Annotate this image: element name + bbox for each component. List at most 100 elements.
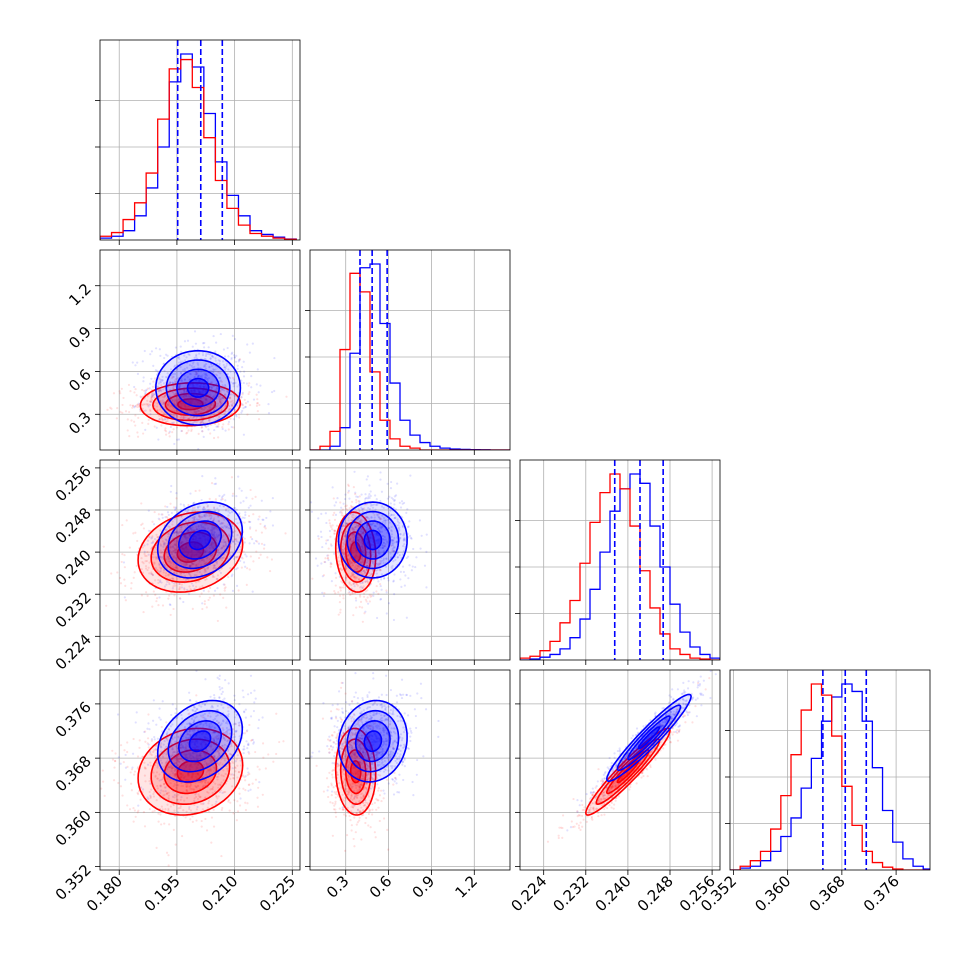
scatter-panel-0-2-blue-samples-point: [175, 492, 178, 495]
scatter-panel-1-2-red-samples-point: [351, 573, 355, 577]
scatter-panel-0-1-red-samples-point: [136, 405, 139, 409]
scatter-panel-0-1-blue-samples-point: [203, 346, 206, 349]
scatter-panel-0-2-red-samples-point: [220, 559, 223, 562]
scatter-panel-1-2-red-samples-point: [362, 532, 365, 535]
scatter-panel-0-1-blue-samples-point: [202, 365, 206, 368]
scatter-panel-0-2-blue-samples-point: [189, 528, 193, 531]
scatter-panel-0-2-blue-samples-point: [184, 578, 187, 582]
scatter-panel-0-1-red-samples-point: [203, 398, 207, 401]
scatter-panel-0-3-blue-samples-point: [228, 728, 231, 731]
scatter-panel-1-2-blue-samples-point: [398, 501, 401, 504]
scatter-panel-1-2-blue-samples-point: [420, 534, 423, 537]
scatter-panel-0-2-red-samples-point: [172, 546, 176, 550]
scatter-panel-0-1-red-samples-point: [161, 418, 164, 421]
scatter-panel-1-2-blue-samples-point: [328, 529, 331, 533]
scatter-panel-0-2-blue-samples-point: [172, 549, 175, 553]
scatter-panel-0-2-blue-samples-point: [254, 539, 258, 543]
scatter-panel-0-1-blue-samples-point: [242, 433, 245, 436]
scatter-panel-1-2-blue-samples-point: [352, 582, 355, 585]
scatter-panel-0-3-blue-samples-point: [218, 734, 221, 737]
scatter-panel-0-1-red-samples-point: [228, 407, 231, 411]
scatter-panel-0-2-blue-samples-point: [180, 586, 184, 589]
scatter-panel-0-2-red-samples-point: [254, 529, 258, 532]
scatter-panel-1-2-blue-samples-point: [372, 591, 375, 594]
scatter-panel-0-1-red-samples-point: [229, 400, 233, 403]
scatter-panel-1-2-blue-samples-point: [408, 564, 411, 567]
scatter-panel-0-2-red-samples-point: [179, 541, 182, 544]
scatter-panel-0-2-red-samples-point: [150, 572, 154, 576]
scatter-panel-0-3-blue-samples-point: [182, 745, 185, 749]
scatter-panel-0-3-blue-samples-point: [186, 722, 189, 725]
scatter-panel-1-2-red-contour-3: [349, 541, 362, 563]
scatter-panel-1-2-blue-samples-point: [370, 516, 373, 519]
scatter-panel-0-3-blue-samples-point: [204, 779, 208, 782]
scatter-panel-1-2-blue-samples-point: [392, 560, 395, 563]
scatter-panel-0-3-blue-samples-point: [226, 729, 229, 732]
scatter-panel-0-1-blue-samples-point: [220, 396, 223, 399]
scatter-panel-0-2-red-samples-point: [161, 551, 164, 554]
scatter-panel-0-3-blue-samples-point: [216, 714, 219, 717]
hist-panel-2-plot-area: [520, 460, 720, 660]
scatter-panel-0-1-red-samples-point: [147, 422, 150, 426]
scatter-panel-1-2-blue-samples-point: [383, 577, 386, 580]
scatter-panel-0-2-red-samples-point: [220, 540, 223, 543]
scatter-panel-1-2-red-samples-point: [331, 524, 334, 527]
scatter-panel-0-2-blue-samples-point: [217, 515, 220, 518]
scatter-panel-0-1-red-samples-point: [238, 358, 242, 361]
scatter-panel-0-2-red-samples-point: [171, 523, 174, 526]
scatter-panel-0-2-red-samples-point: [251, 497, 254, 500]
scatter-panel-0-3-blue-samples-point: [149, 782, 152, 785]
scatter-panel-0-1-blue-samples-point: [241, 403, 244, 406]
scatter-panel-0-1-blue-samples-point: [245, 382, 249, 385]
scatter-panel-0-1-red-samples-point: [205, 426, 208, 429]
scatter-panel-0-2-red-samples-point: [157, 513, 160, 516]
scatter-panel-0-2-red-samples-point: [256, 540, 259, 543]
scatter-panel-0-2-blue-samples-point: [123, 596, 126, 599]
scatter-panel-0-2-red-samples-point: [145, 559, 149, 563]
scatter-panel-0-1-blue-samples-point: [131, 361, 134, 364]
scatter-panel-0-1-red-samples-point: [189, 415, 192, 418]
scatter-panel-1-2-red-samples-point: [351, 528, 354, 531]
scatter-panel-0-3-blue-samples-point: [209, 761, 212, 764]
scatter-panel-0-2-red-samples-point: [169, 545, 172, 548]
scatter-panel-0-1-red-samples-point: [176, 410, 179, 413]
scatter-panel-0-2-red-samples-point: [194, 564, 197, 567]
scatter-panel-0-3-blue-samples-point: [184, 753, 187, 756]
scatter-panel-0-2-red-samples-point: [148, 561, 151, 564]
scatter-panel-0-2-blue-samples-point: [200, 563, 203, 567]
scatter-panel-0-1-blue-samples-point: [204, 398, 208, 401]
scatter-panel-0-2-red-samples-point: [260, 542, 264, 545]
scatter-panel-1-2-red-samples-point: [348, 538, 352, 541]
scatter-panel-0-2-red-samples-point: [197, 562, 200, 566]
scatter-panel-0-2-red-samples-point: [206, 505, 209, 508]
scatter-panel-0-3-blue-samples-point: [160, 742, 163, 745]
scatter-panel-0-2-red-samples-point: [223, 589, 226, 592]
scatter-panel-0-1-red-samples-point: [186, 431, 189, 434]
scatter-panel-0-2-red-samples-point: [198, 580, 201, 583]
scatter-panel-1-2-red-samples-point: [361, 531, 365, 535]
scatter-panel-1-2-red-samples-point: [333, 529, 336, 532]
scatter-panel-0-2-blue-samples-point: [269, 510, 272, 513]
scatter-panel-0-1-red-samples-point: [232, 426, 235, 429]
scatter-panel-0-1-blue-samples-point: [267, 403, 270, 406]
scatter-panel-0-2-blue-samples-point: [199, 523, 203, 527]
scatter-panel-0-1-blue-samples-point: [178, 357, 181, 361]
scatter-panel-1-2-blue-samples: [310, 470, 428, 622]
scatter-panel-1-2-red-samples-point: [351, 561, 354, 564]
scatter-panel-0-2-red-samples-point: [174, 551, 178, 554]
scatter-panel-0-1-blue-samples-point: [223, 355, 227, 358]
scatter-panel-1-2-red-samples-point: [351, 592, 354, 595]
scatter-panel-0-1-blue-samples-point: [177, 397, 180, 401]
scatter-panel-0-2-red-samples-point: [202, 560, 206, 563]
scatter-panel-1-2-blue-samples-point: [370, 516, 373, 519]
scatter-panel-1-2-blue-samples-point: [391, 547, 394, 551]
scatter-panel-1-2-red-samples-point: [333, 532, 336, 535]
scatter-panel-0-1-blue-fill-3: [187, 378, 209, 398]
scatter-panel-0-1-blue-samples-point: [179, 350, 183, 354]
scatter-panel-0-2-red-samples-point: [182, 569, 185, 572]
scatter-panel-0-1-blue-samples-point: [203, 357, 207, 361]
scatter-panel-0-1-blue-samples-point: [168, 395, 171, 398]
scatter-panel-0-2-blue-samples-point: [210, 526, 213, 529]
scatter-panel-0-2-red-samples-point: [130, 587, 133, 590]
scatter-panel-0-1-red-samples-point: [227, 428, 230, 431]
